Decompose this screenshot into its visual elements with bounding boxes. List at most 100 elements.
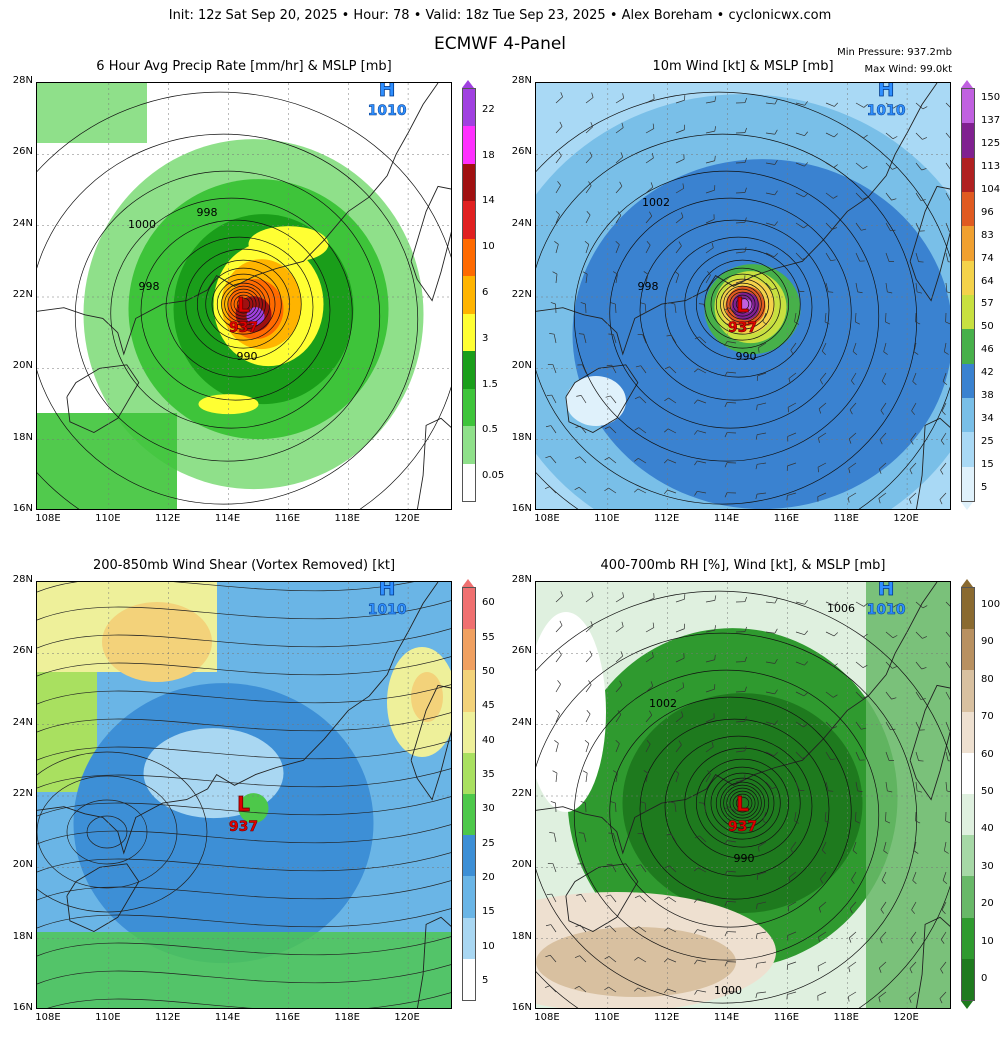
colorbar-top-arrow bbox=[961, 579, 973, 587]
wind-barb-flag bbox=[698, 303, 704, 305]
streamline-eddy bbox=[37, 775, 178, 889]
wind-barb-flag bbox=[787, 407, 790, 413]
wind-barb-flag bbox=[544, 985, 550, 989]
lat-label: 18N bbox=[12, 930, 33, 942]
colorbar-swatch bbox=[962, 295, 974, 330]
wind-barb bbox=[788, 372, 797, 379]
wind-barb bbox=[943, 342, 947, 352]
wind-barb-flag bbox=[605, 395, 611, 398]
isobar bbox=[695, 259, 790, 349]
wind-barb bbox=[615, 127, 624, 134]
wind-barb-flag bbox=[819, 878, 824, 884]
wind-barb bbox=[879, 961, 887, 969]
wind-barb-flag bbox=[883, 351, 888, 355]
wind-barb-flag bbox=[664, 896, 669, 901]
wind-barb bbox=[735, 192, 746, 194]
wind-barb-flag bbox=[755, 993, 758, 999]
low-pressure-marker: L bbox=[736, 293, 749, 317]
wind-barb bbox=[915, 691, 922, 700]
wind-barb-flag bbox=[578, 333, 584, 335]
wind-barb bbox=[645, 773, 649, 783]
isobar bbox=[732, 793, 753, 813]
isobar-label: 1006 bbox=[827, 602, 855, 615]
wind-barb bbox=[668, 397, 677, 404]
wind-barb-flag bbox=[714, 595, 717, 601]
wind-barb bbox=[667, 489, 677, 494]
wind-barb bbox=[699, 336, 707, 344]
wind-barb bbox=[637, 987, 647, 993]
wind-barb bbox=[757, 931, 767, 934]
wind-barb-flag bbox=[559, 620, 563, 626]
precip-north-area bbox=[37, 83, 147, 143]
wind-barb-flag bbox=[550, 801, 556, 804]
colorbar-label: 20 bbox=[981, 898, 994, 910]
wind-barb-flag bbox=[604, 487, 609, 492]
colorbar-label: 40 bbox=[482, 734, 495, 746]
wind-barb bbox=[849, 931, 857, 939]
wind-barb bbox=[825, 162, 834, 168]
luzon-coastline bbox=[416, 916, 451, 1008]
wind-barb bbox=[787, 492, 797, 496]
wind-barb-flag bbox=[892, 167, 898, 170]
wind-barb bbox=[817, 492, 827, 497]
streamline bbox=[37, 796, 451, 817]
wind-barb bbox=[555, 126, 563, 134]
wind-barb bbox=[820, 871, 827, 880]
wind-barb-flag bbox=[862, 197, 868, 200]
isobar-label: 998 bbox=[197, 206, 218, 219]
wind-barb-flag bbox=[817, 467, 819, 473]
wind-barb bbox=[940, 462, 947, 471]
wind-barb bbox=[765, 162, 775, 165]
wind-barb bbox=[795, 102, 805, 106]
streamline bbox=[37, 600, 451, 621]
wind-barb bbox=[855, 192, 863, 200]
colorbar-label: 6 bbox=[482, 287, 489, 298]
wind-barb bbox=[615, 186, 623, 194]
wind-barb bbox=[675, 716, 684, 723]
hainan-coastline bbox=[565, 863, 639, 933]
wind-barb bbox=[667, 459, 677, 464]
wind-barb bbox=[757, 991, 767, 994]
wind-barb-flag bbox=[857, 790, 863, 793]
wind-barb-flag bbox=[821, 350, 826, 356]
wind-barb-flag bbox=[550, 302, 556, 305]
wind-barb bbox=[940, 961, 947, 970]
wind-barb-flag bbox=[724, 870, 728, 876]
wind-barb-flag bbox=[557, 181, 561, 186]
wind-barb-flag bbox=[678, 241, 682, 247]
wind-barb-flag bbox=[694, 835, 700, 839]
wind-125kt-area bbox=[738, 299, 753, 314]
isobar bbox=[723, 285, 762, 323]
hainan-coastline bbox=[66, 863, 140, 933]
wind-barb-flag bbox=[915, 820, 921, 824]
wind-barb-flag bbox=[794, 820, 800, 824]
wind-barb bbox=[578, 486, 587, 494]
wind-barb-flag bbox=[940, 440, 945, 445]
wind-barb bbox=[941, 402, 947, 412]
wind-barb bbox=[585, 156, 593, 164]
wind-barb bbox=[697, 929, 707, 933]
colorbar-label: 5 bbox=[981, 481, 988, 493]
wind-barb-flag bbox=[620, 651, 624, 657]
colorbar-label: 40 bbox=[981, 823, 994, 835]
wind-barb bbox=[735, 221, 745, 224]
wind-barb-flag bbox=[664, 397, 669, 402]
wind-barb bbox=[818, 432, 827, 439]
lon-label: 118E bbox=[833, 513, 859, 524]
wind-barb-flag bbox=[634, 458, 639, 462]
wind-barb-flag bbox=[861, 727, 867, 730]
isobar bbox=[704, 766, 781, 840]
isobar bbox=[715, 777, 770, 829]
wind-barb bbox=[945, 601, 950, 607]
colorbar-label: 137 bbox=[981, 115, 1000, 127]
wind-barb-flag bbox=[711, 741, 714, 747]
wind-barb bbox=[945, 192, 950, 202]
wind-barb bbox=[555, 713, 560, 723]
wind-barb-flag bbox=[774, 598, 778, 604]
wind-barb bbox=[825, 132, 835, 138]
isobar bbox=[536, 632, 918, 1004]
wind-barb-flag bbox=[892, 136, 898, 140]
lat-label: 16N bbox=[12, 503, 33, 514]
colorbar-label: 3 bbox=[482, 332, 489, 344]
wind-barb bbox=[849, 402, 857, 411]
